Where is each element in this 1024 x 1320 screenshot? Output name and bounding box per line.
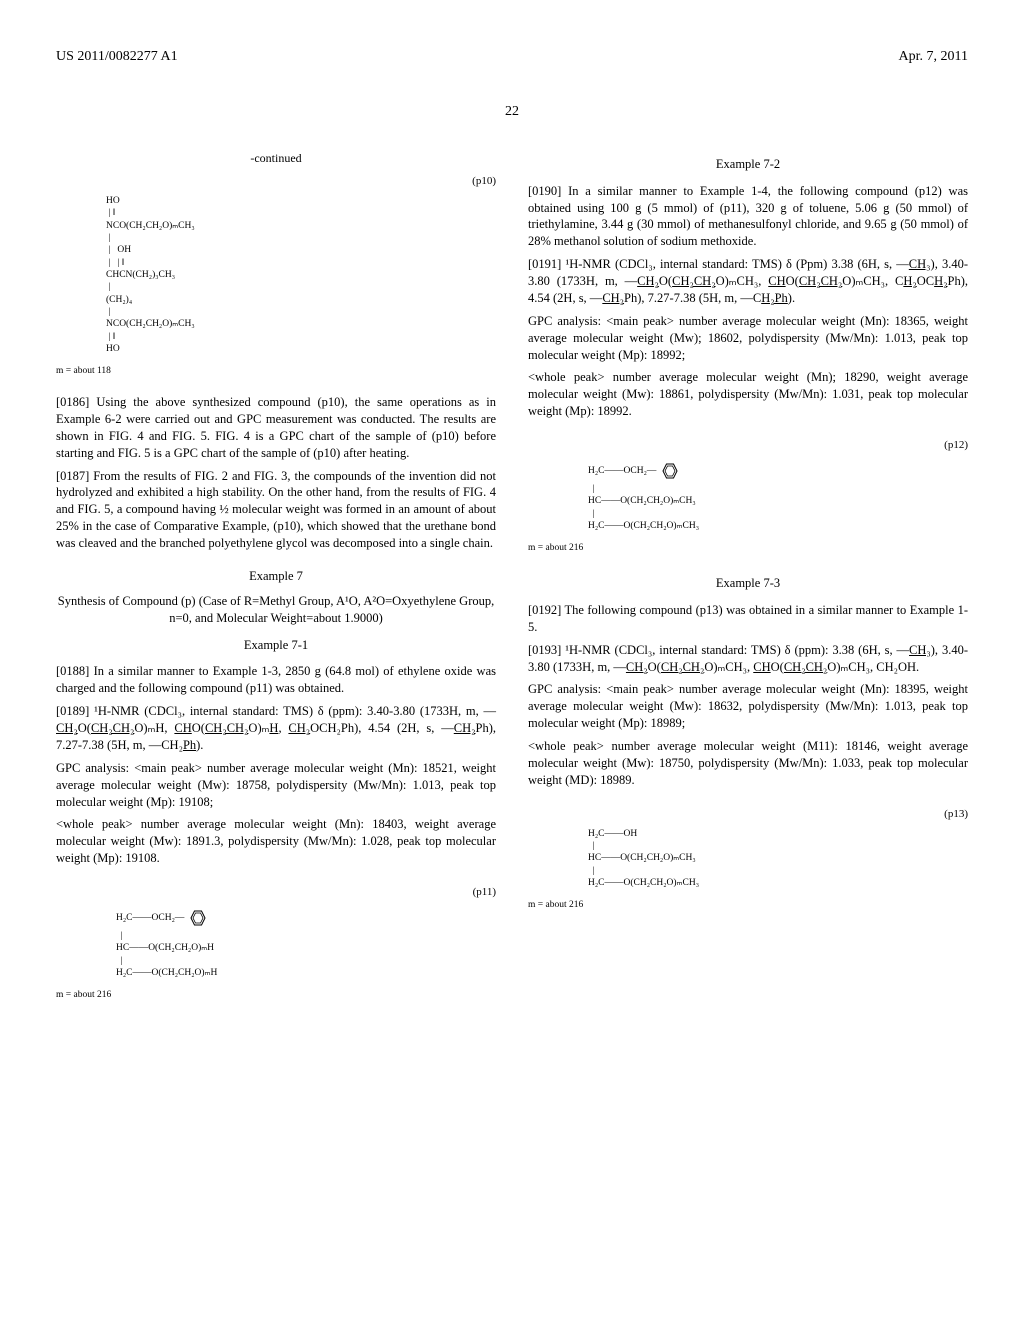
gpc-whole-1: <whole peak> number average molecular we…	[56, 816, 496, 867]
ex7-subtitle: Synthesis of Compound (p) (Case of R=Met…	[56, 593, 496, 627]
p12-structure: H₂C——OCH₂— | HC——O(CH₂CH₂O)ₘCH₃ | H₂C——O…	[588, 459, 968, 532]
para-0193: [0193] ¹H-NMR (CDCl₃, internal standard:…	[528, 642, 968, 676]
p12-m: m = about 216	[528, 542, 968, 555]
gpc-main-2: GPC analysis: <main peak> number average…	[528, 313, 968, 364]
p12-label: (p12)	[528, 438, 968, 453]
gpc-whole-2: <whole peak> number average molecular we…	[528, 369, 968, 420]
two-column-layout: -continued (p10) HO | ‖ NCO(CH₂CH₂O)ₘCH₃…	[56, 150, 968, 1018]
para-0189: [0189] ¹H-NMR (CDCl₃, internal standard:…	[56, 703, 496, 754]
para-0190: [0190] In a similar manner to Example 1-…	[528, 183, 968, 251]
ex73-title: Example 7-3	[528, 575, 968, 592]
ex71-title: Example 7-1	[56, 637, 496, 654]
patent-date: Apr. 7, 2011	[899, 48, 968, 67]
gpc-main-1: GPC analysis: <main peak> number average…	[56, 760, 496, 811]
p13-structure: H₂C——OH | HC——O(CH₂CH₂O)ₘCH₃ | H₂C——O(CH…	[588, 828, 968, 890]
p13-m: m = about 216	[528, 899, 968, 912]
p11-m: m = about 216	[56, 989, 496, 1002]
left-column: -continued (p10) HO | ‖ NCO(CH₂CH₂O)ₘCH₃…	[56, 150, 496, 1018]
p11-structure: H₂C——OCH₂— | HC——O(CH₂CH₂O)ₘH | H₂C——O(C…	[116, 906, 496, 979]
p10-label: (p10)	[56, 174, 496, 189]
p13-label: (p13)	[528, 807, 968, 822]
para-0188: [0188] In a similar manner to Example 1-…	[56, 663, 496, 697]
para-0186: [0186] Using the above synthesized compo…	[56, 394, 496, 462]
right-column: Example 7-2 [0190] In a similar manner t…	[528, 150, 968, 1018]
continued-label: -continued	[56, 150, 496, 166]
para-0192: [0192] The following compound (p13) was …	[528, 602, 968, 636]
para-0187: [0187] From the results of FIG. 2 and FI…	[56, 468, 496, 552]
gpc-whole-3: <whole peak> number average molecular we…	[528, 738, 968, 789]
gpc-main-3: GPC analysis: <main peak> number average…	[528, 681, 968, 732]
benzene-icon	[184, 906, 212, 930]
p11-label: (p11)	[56, 885, 496, 900]
page-header: US 2011/0082277 A1 Apr. 7, 2011	[56, 48, 968, 67]
patent-number: US 2011/0082277 A1	[56, 48, 178, 67]
page-number: 22	[56, 103, 968, 122]
p10-m: m = about 118	[56, 365, 496, 378]
ex7-title: Example 7	[56, 568, 496, 585]
benzene-icon	[656, 459, 684, 483]
p10-structure: HO | ‖ NCO(CH₂CH₂O)ₘCH₃ | | OH | | ‖ CHC…	[106, 195, 496, 355]
para-0191: [0191] ¹H-NMR (CDCl₃, internal standard:…	[528, 256, 968, 307]
ex72-title: Example 7-2	[528, 156, 968, 173]
